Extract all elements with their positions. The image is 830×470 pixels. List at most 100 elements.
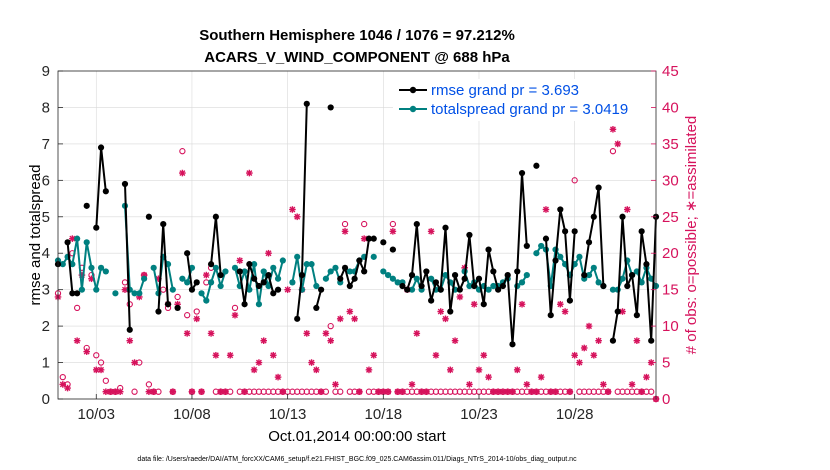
obs-assimilated-point — [269, 351, 277, 359]
rmse-series-point — [648, 337, 655, 344]
obs-assimilated-point — [628, 381, 636, 388]
obs-assimilated-point — [590, 351, 598, 359]
rmse-series-point — [442, 224, 449, 231]
totalspread-series-point — [136, 290, 143, 297]
totalspread-series-point — [88, 264, 95, 271]
rmse-series-point — [356, 257, 363, 264]
obs-assimilated-point — [365, 366, 373, 374]
obs-assimilated-point — [255, 359, 263, 366]
totalspread-series-point — [93, 286, 100, 293]
obs-assimilated-point — [370, 351, 378, 359]
rmse-series-point — [633, 312, 640, 319]
obs-assimilated-point — [64, 384, 71, 392]
rmse-series-point — [69, 290, 76, 297]
rmse-series-point — [466, 231, 473, 239]
chart-subtitle: ACARS_V_WIND_COMPONENT @ 688 hPa — [204, 49, 510, 66]
totalspread-series-point — [308, 261, 315, 268]
totalspread-series-point — [260, 268, 267, 275]
obs-possible-point — [131, 388, 138, 395]
totalspread-series-point — [198, 290, 205, 297]
rmse-series-point — [518, 169, 526, 177]
totalspread-series-point — [609, 286, 617, 293]
totalspread-series-point — [638, 279, 645, 286]
rmse-series-point — [74, 290, 81, 297]
rmse-series-point — [447, 308, 454, 315]
totalspread-series-point — [270, 264, 277, 271]
obs-possible-point — [184, 312, 191, 319]
obs-assimilated-point — [226, 351, 234, 359]
obs-assimilated-point — [73, 337, 81, 344]
totalspread-series-point — [322, 275, 330, 282]
rmse-series-point — [361, 268, 368, 275]
obs-assimilated-point — [336, 315, 344, 323]
rmse-series-point — [274, 286, 282, 293]
rmse-series-point — [303, 100, 310, 107]
obs-assimilated-point — [418, 388, 425, 396]
obs-assimilated-point — [322, 330, 330, 337]
obs-assimilated-point — [317, 388, 325, 396]
totalspread-series-point — [370, 253, 377, 260]
obs-assimilated-point — [303, 330, 311, 337]
y-tick-label: 1 — [42, 355, 50, 372]
obs-assimilated-point — [609, 126, 617, 133]
obs-assimilated-point — [250, 366, 258, 374]
x-ticks: 10/03 10/08 10/13 10/18 10/23 10/28 — [77, 394, 593, 423]
totalspread-series-point — [557, 253, 564, 260]
rmse-series-point — [318, 286, 325, 293]
rmse-series-point — [504, 271, 511, 279]
rmse-series — [54, 100, 660, 348]
totalspread-series-point — [380, 268, 387, 275]
x-tick-label: 10/28 — [556, 406, 594, 423]
obs-possible-point — [93, 352, 100, 359]
y2-axis-label: # of obs: o=possible; ∗=assimilated — [683, 116, 700, 355]
rmse-series-point — [236, 268, 243, 275]
y-tick-label: 3 — [42, 282, 50, 299]
obs-possible-point — [571, 177, 578, 184]
rmse-series-point — [93, 224, 100, 231]
obs-possible-point — [97, 359, 105, 366]
obs-assimilated-point — [265, 249, 272, 257]
rmse-series-point — [97, 144, 105, 151]
obs-possible-point — [648, 388, 655, 395]
rmse-series-point — [255, 282, 263, 290]
obs-assimilated-point — [183, 330, 191, 337]
obs-possible-point — [389, 220, 397, 228]
obs-assimilated-point — [121, 286, 129, 293]
obs-assimilated-point — [576, 359, 583, 366]
totalspread-series-point — [490, 282, 497, 290]
rmse-series-point — [241, 301, 248, 308]
rmse-series-point — [495, 286, 502, 293]
rmse-series-point — [590, 213, 597, 220]
y-tick-label: 0 — [42, 391, 50, 408]
totalspread-series-point — [394, 279, 401, 286]
rmse-series-point — [428, 297, 435, 304]
totalspread-series-point — [523, 271, 530, 279]
totalspread-series-point — [241, 268, 248, 275]
obs-assimilated-point — [217, 388, 224, 396]
rmse-series-point — [547, 312, 554, 319]
obs-assimilated-point — [389, 228, 397, 235]
obs-assimilated-point — [475, 366, 483, 374]
obs-assimilated-point — [523, 381, 531, 388]
obs-assimilated-point — [432, 351, 440, 359]
obs-assimilated-point — [313, 366, 320, 374]
rmse-series-point — [475, 275, 483, 282]
totalspread-series-point — [78, 286, 86, 293]
rmse-series-point — [562, 228, 569, 235]
obs-assimilated-point — [260, 337, 268, 344]
obs-assimilated-point — [332, 381, 339, 388]
y-ticks: 0 1 2 3 4 5 6 7 8 9 — [42, 63, 63, 408]
rmse-series-point — [480, 301, 487, 308]
obs-assimilated-point — [533, 388, 540, 396]
obs-assimilated-point — [203, 271, 210, 279]
rmse-series-point — [423, 268, 430, 275]
rmse-series-point — [313, 304, 320, 311]
obs-possible-point — [327, 322, 334, 330]
obs-assimilated-point — [580, 344, 588, 352]
rmse-series-point — [413, 220, 420, 228]
y2-tick-label: 40 — [662, 99, 679, 116]
totalspread-series-point — [538, 242, 545, 250]
obs-assimilated-point — [423, 388, 430, 396]
obs-assimilated-point — [528, 388, 535, 396]
rmse-series-point — [389, 246, 396, 253]
